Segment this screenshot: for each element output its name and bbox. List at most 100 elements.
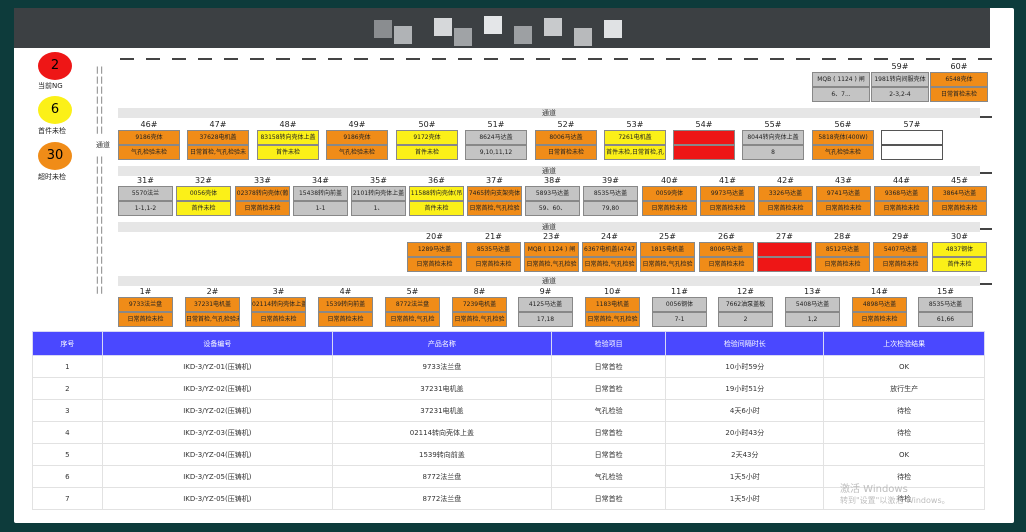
machine-cell[interactable]: 41# 9973马达盖 日常首检未检 [700,176,755,216]
machine-cell[interactable]: 60# 6548壳体 日常首检未检 [930,62,988,102]
inspection-status: 日常首检未检 [535,145,597,160]
machine-cell[interactable]: 51# 8624马达盖 9,10,11,12 [465,120,527,160]
machine-cell[interactable]: 42# 3326马达盖 日常首检未检 [758,176,813,216]
product-name: 3864马达盖 [932,186,987,201]
blurred-title [604,20,622,38]
machine-cell[interactable]: 36# 11588转向壳体(吊 首件未检 [409,176,464,216]
product-name: 9186壳体 [326,130,388,145]
machine-cell[interactable]: 55# 8044转向壳体上盖 8 [742,120,804,160]
machine-cell[interactable]: 37# 7465转向支架壳体 日常首检,气孔检验 [467,176,522,216]
machine-cell[interactable]: 26# 8006马达盖 日常首检未检 [699,232,754,272]
column-header[interactable]: 序号 [32,331,103,356]
machine-cell[interactable]: 27# [757,232,812,272]
machine-cell[interactable]: 13# 5408马达盖 1,2 [785,287,840,327]
machine-cell[interactable]: 40# 0059壳体 日常首检未检 [642,176,697,216]
machine-cell[interactable]: 52# 8006马达盖 日常首检未检 [535,120,597,160]
inspection-status: 日常首检,气孔检 [385,312,440,327]
machine-cell[interactable]: 1# 9733法兰盘 日常首检未检 [118,287,173,327]
machine-number: 32# [195,176,212,185]
product-name: 9733法兰盘 [118,297,173,312]
machine-cell[interactable]: 59# 1981转向间服壳体 2-3,2-4 [871,62,929,102]
machine-cell[interactable]: 9# 4125马达盖 17,18 [518,287,573,327]
inspection-status: 日常首检,气孔检验 [524,257,579,272]
column-header[interactable]: 检验间隔时长 [665,331,825,356]
machine-cell[interactable]: 34# 15438转向前盖 1-1 [293,176,348,216]
machine-cell[interactable]: 23# MQB ( 1124 ) 闸日常首检,气孔检验 [524,232,579,272]
inspection-status: 日常首检未检 [407,257,462,272]
machine-cell[interactable]: 35# 2101转向壳体上盖 1、 [351,176,406,216]
machine-cell[interactable]: 11# 0056钢体 7-1 [652,287,707,327]
machine-number: 41# [719,176,736,185]
machine-cell[interactable]: 54# [673,120,735,160]
inspection-status: 6、7... [812,87,870,102]
machine-cell[interactable]: 5# 8772法兰盘 日常首检,气孔检 [385,287,440,327]
machine-cell[interactable]: 50# 9172壳体 首件未检 [396,120,458,160]
machine-cell[interactable]: 30# 4837钢体 首件未检 [932,232,987,272]
overdue-badge: 30 [38,142,72,170]
machine-cell[interactable]: 10# 1183电机盖 日常首检,气孔检验 [585,287,640,327]
machine-cell[interactable]: 45# 3864马达盖 日常首检未检 [932,176,987,216]
inspection-status: 1-1 [293,201,348,216]
column-header[interactable]: 检验项目 [550,331,667,356]
machine-cell[interactable]: 33# 02378转向壳体(葡 日常首检未检 [235,176,290,216]
column-header[interactable]: 上次检验结果 [823,331,985,356]
product-name [881,130,943,145]
machine-cell[interactable]: 57# [881,120,943,160]
machine-cell[interactable]: 49# 9186壳体 气孔检验未检 [326,120,388,160]
machine-cell[interactable]: 4# 1539转向前盖 日常首检未检 [318,287,373,327]
machine-cell[interactable]: 12# 7662油泵盖板 2 [718,287,773,327]
row-marker: | | [96,186,103,194]
table-row[interactable]: 2 IKD-3/YZ-02(压铸机) 37231电机盖 日常首检 19小时51分 放行生产 [32,377,985,400]
machine-cell[interactable]: 44# 9368马达盖 日常首检未检 [874,176,929,216]
watermark-title: 激活 Windows [840,484,908,495]
machine-cell[interactable]: 56# 5818壳体(400W) 气孔检验未检 [812,120,874,160]
floor-divider [874,58,888,60]
machine-number: 43# [835,176,852,185]
machine-cell[interactable]: 24# 6367电机盖(4747 日常首检,气孔检验 [582,232,637,272]
machine-cell[interactable]: MQB ( 1124 ) 闸 6、7... [812,62,870,102]
table-row[interactable]: 7 IKD-3/YZ-05(压铸机) 8772法兰盘 日常首检 1天5小时 待检 [32,487,985,510]
machine-cell[interactable]: 31# 5570法兰 1-1,1-2 [118,176,173,216]
machine-cell[interactable]: 20# 1289马达盖 日常首检未检 [407,232,462,272]
table-row[interactable]: 4 IKD-3/YZ-03(压铸机) 02114转向壳体上盖 日常首检 20小时43分待… [32,421,985,444]
machine-cell[interactable]: 28# 8512马达盖 日常首检未检 [815,232,870,272]
machine-cell[interactable]: 53# 7261电机盖 首件未检,日常首检,孔 [604,120,666,160]
machine-cell[interactable]: 29# 5407马达盖 日常首检未检 [873,232,928,272]
machine-cell[interactable]: 14# 4898马达盖 日常首检未检 [852,287,907,327]
table-row[interactable]: 5 IKD-3/YZ-04(压铸机) 1539转向前盖 日常首检 2天43分 OK [32,443,985,466]
machine-cell[interactable]: 43# 9741马达盖 日常首检未检 [816,176,871,216]
machine-cell[interactable]: 25# 1815电机盖 日常首检,气孔检验 [640,232,695,272]
column-header[interactable]: 设备编号 [101,331,334,356]
machine-cell[interactable]: 15# 8535马达盖 61,66 [918,287,973,327]
blurred-title [454,28,472,46]
machine-cell[interactable]: 2# 37231电机盖 日常首检,气孔检验未 [185,287,240,327]
machine-cell[interactable]: 21# 8535马达盖 日常首检未检 [466,232,521,272]
inspection-status [757,257,812,272]
table-cell: 日常首检 [550,443,667,466]
machine-number: 55# [764,120,782,129]
floor-divider [588,58,602,60]
table-row[interactable]: 3 IKD-3/YZ-02(压铸机) 37231电机盖 气孔检验 4天6小时 待检 [32,399,985,422]
machine-cell[interactable]: 32# 0056壳体 首件未检 [176,176,231,216]
machine-cell[interactable]: 47# 37628电机盖 日常首检,气孔检验未 [187,120,249,160]
inspection-status: 首件未检 [257,145,319,160]
product-name: 4125马达盖 [518,297,573,312]
table-cell: 4天6小时 [665,399,825,422]
machine-number: 27# [776,232,793,241]
product-name: 3326马达盖 [758,186,813,201]
machine-cell[interactable]: 48# 83158转向壳体上盖 首件未检 [257,120,319,160]
row-marker: | | [96,156,103,164]
machine-cell[interactable]: 8# 7239电机盖 日常首检,气孔检验 [452,287,507,327]
machine-number: 31# [137,176,154,185]
machine-cell[interactable]: 3# 02114转向壳体上盖 日常首检未检 [251,287,306,327]
product-name: 5570法兰 [118,186,173,201]
machine-cell[interactable]: 38# 5893马达盖 59、60、 [525,176,580,216]
table-cell: 3 [32,399,103,422]
product-name: 4837钢体 [932,242,987,257]
table-row[interactable]: 1 IKD-3/YZ-01(压铸机) 9733法兰盘 日常首检 10小时59分 OK [32,355,985,378]
machine-cell[interactable]: 46# 9186壳体 气孔检验未检 [118,120,180,160]
inspection-status: 1-1,1-2 [118,201,173,216]
table-row[interactable]: 6 IKD-3/YZ-05(压铸机) 8772法兰盘 气孔检验 1天5小时 待检 [32,465,985,488]
column-header[interactable]: 产品名称 [332,331,552,356]
machine-cell[interactable]: 39# 8535马达盖 79,80 [583,176,638,216]
